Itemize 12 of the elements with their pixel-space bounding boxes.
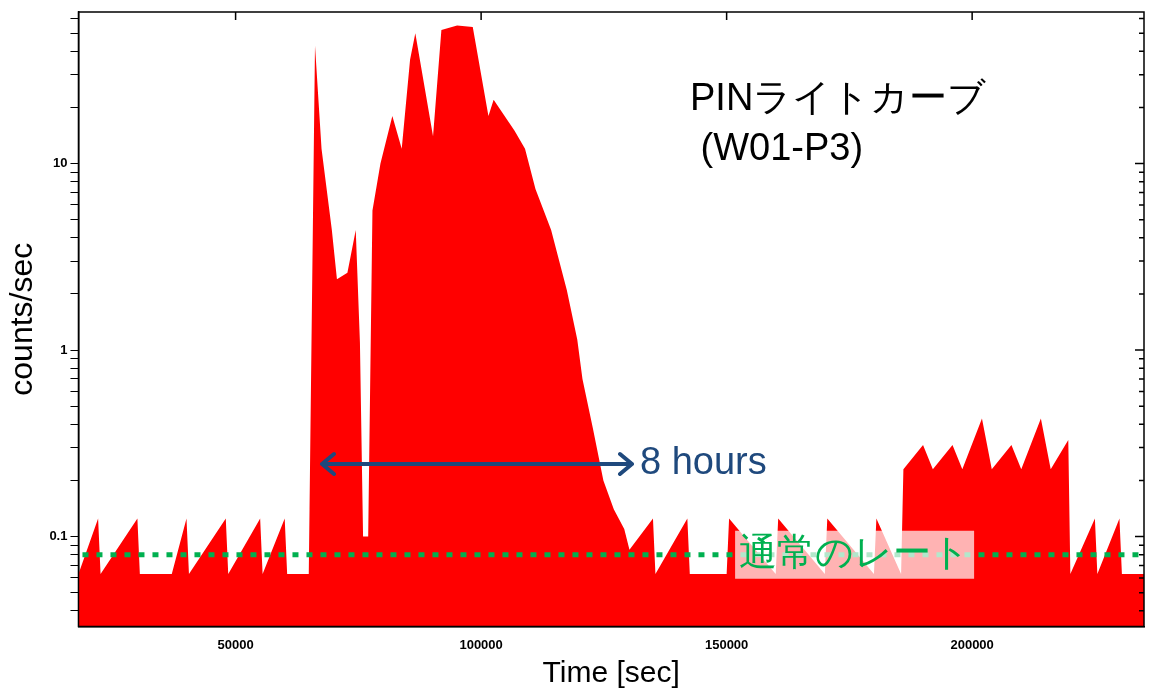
y-tick-label: 0.1 bbox=[49, 528, 68, 544]
y-axis-title: counts/sec bbox=[3, 242, 40, 396]
x-tick-label: 100000 bbox=[459, 636, 503, 652]
x-tick-label: 50000 bbox=[217, 636, 254, 652]
ref-line-label: 通常のレート bbox=[739, 529, 971, 574]
x-axis-title: Time [sec] bbox=[542, 655, 680, 689]
x-tick-label: 150000 bbox=[704, 636, 749, 652]
annotation: 8 hours bbox=[640, 439, 767, 484]
y-tick-label: 10 bbox=[53, 155, 68, 171]
y-tick-label: 1 bbox=[60, 341, 68, 357]
x-tick-label: 200000 bbox=[950, 636, 994, 652]
annotation: PINライトカーブ (W01-P3) bbox=[690, 75, 987, 170]
